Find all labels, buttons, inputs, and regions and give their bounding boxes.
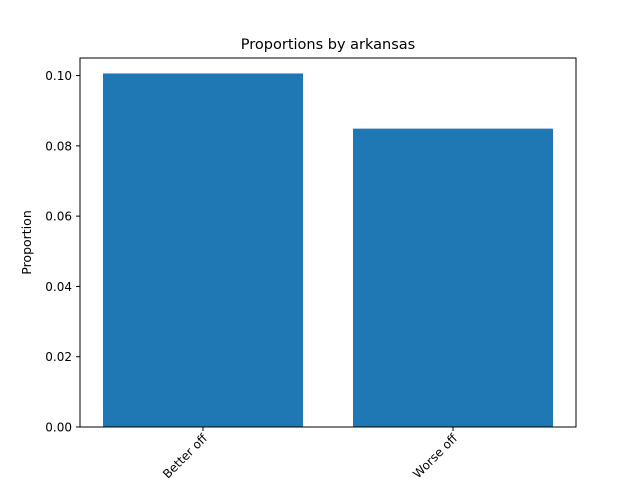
bar-1 (353, 128, 553, 427)
y-axis-label: Proportion (19, 210, 34, 275)
y-tick-label-2: 0.04 (45, 280, 72, 294)
bars-group (103, 73, 553, 427)
y-tick-label-4: 0.08 (45, 139, 72, 153)
y-tick-label-3: 0.06 (45, 210, 72, 224)
y-tick-label-0: 0.00 (45, 421, 72, 435)
y-tick-label-5: 0.10 (45, 69, 72, 83)
bar-0 (103, 73, 303, 427)
axes-frame (79, 57, 577, 428)
y-tick-label-1: 0.02 (45, 350, 72, 364)
chart-title: Proportions by arkansas (241, 37, 415, 53)
y-ticks-group: 0.00 0.02 0.04 0.06 0.08 0.10 (45, 69, 80, 435)
